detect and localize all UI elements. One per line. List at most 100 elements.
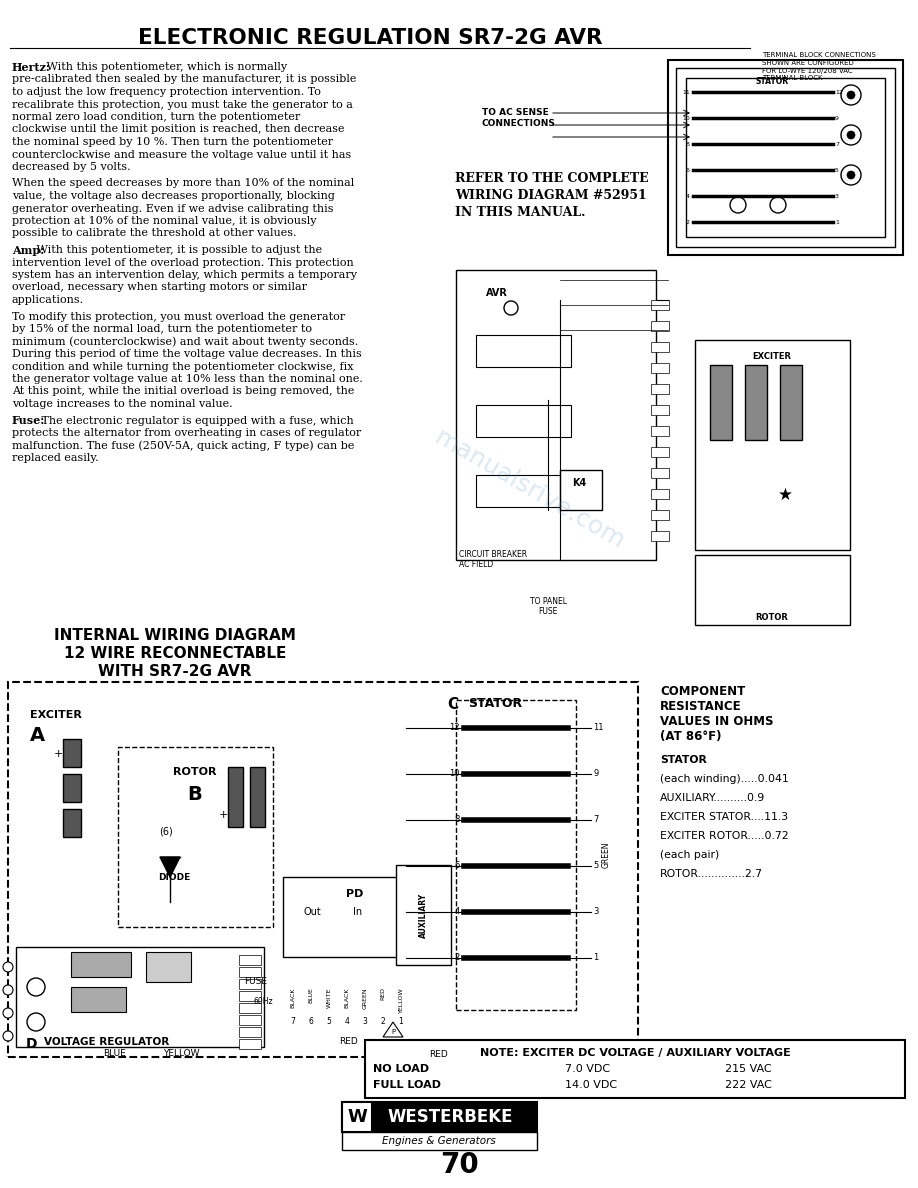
Text: WITH SR7-2G AVR: WITH SR7-2G AVR bbox=[98, 664, 252, 680]
Text: VOLTAGE REGULATOR: VOLTAGE REGULATOR bbox=[44, 1037, 169, 1047]
Text: malfunction. The fuse (250V-5A, quick acting, F type) can be: malfunction. The fuse (250V-5A, quick ac… bbox=[12, 441, 354, 451]
Text: At this point, while the initial overload is being removed, the: At this point, while the initial overloa… bbox=[12, 386, 354, 397]
Bar bbox=[146, 952, 191, 982]
Text: Hertz:: Hertz: bbox=[12, 62, 50, 72]
Text: by 15% of the normal load, turn the potentiometer to: by 15% of the normal load, turn the pote… bbox=[12, 324, 312, 334]
Bar bbox=[239, 1040, 261, 1049]
Bar bbox=[780, 365, 802, 440]
Text: RED: RED bbox=[429, 1050, 447, 1059]
Text: 12 WIRE RECONNECTABLE: 12 WIRE RECONNECTABLE bbox=[64, 646, 286, 661]
Bar bbox=[71, 987, 126, 1012]
Text: To modify this protection, you must overload the generator: To modify this protection, you must over… bbox=[12, 311, 345, 322]
Bar bbox=[651, 342, 669, 352]
Circle shape bbox=[3, 962, 13, 972]
Bar bbox=[651, 405, 669, 415]
Bar bbox=[686, 78, 885, 236]
Text: 215 VAC: 215 VAC bbox=[725, 1064, 772, 1074]
Text: AUXILIARY: AUXILIARY bbox=[419, 892, 428, 937]
Text: minimum (counterclockwise) and wait about twenty seconds.: minimum (counterclockwise) and wait abou… bbox=[12, 336, 358, 347]
Text: Out: Out bbox=[303, 906, 320, 917]
Text: 10: 10 bbox=[682, 115, 690, 120]
Text: 7: 7 bbox=[593, 815, 599, 824]
Bar bbox=[63, 809, 81, 838]
Circle shape bbox=[841, 125, 861, 145]
Text: +: + bbox=[53, 748, 62, 759]
Text: +: + bbox=[218, 810, 228, 820]
Text: 2: 2 bbox=[686, 220, 690, 225]
Bar bbox=[228, 767, 243, 827]
Text: 7.0 VDC: 7.0 VDC bbox=[565, 1064, 610, 1074]
Text: BLUE: BLUE bbox=[308, 987, 314, 1003]
Text: (AT 86°F): (AT 86°F) bbox=[660, 729, 722, 742]
Bar bbox=[668, 61, 903, 255]
Text: During this period of time the voltage value decreases. In this: During this period of time the voltage v… bbox=[12, 349, 362, 359]
Bar bbox=[651, 468, 669, 478]
Text: EXCITER: EXCITER bbox=[753, 352, 791, 361]
Text: AUXILIARY..........0.9: AUXILIARY..........0.9 bbox=[660, 794, 766, 803]
Text: recalibrate this protection, you must take the generator to a: recalibrate this protection, you must ta… bbox=[12, 100, 353, 109]
Text: STATOR: STATOR bbox=[660, 756, 707, 765]
Text: In: In bbox=[353, 906, 362, 917]
Bar bbox=[651, 489, 669, 499]
Text: RESISTANCE: RESISTANCE bbox=[660, 700, 742, 713]
Text: 9: 9 bbox=[835, 115, 839, 120]
Text: 3: 3 bbox=[593, 908, 599, 916]
Text: 60Hz: 60Hz bbox=[254, 998, 274, 1006]
Text: VALUES IN OHMS: VALUES IN OHMS bbox=[660, 715, 774, 728]
Bar bbox=[239, 991, 261, 1001]
Bar bbox=[16, 947, 264, 1047]
Circle shape bbox=[847, 171, 855, 179]
Bar bbox=[560, 470, 602, 510]
Text: 6: 6 bbox=[686, 168, 690, 172]
Circle shape bbox=[847, 91, 855, 99]
Bar bbox=[342, 1102, 372, 1132]
Text: REFER TO THE COMPLETE
WIRING DIAGRAM #52951
IN THIS MANUAL.: REFER TO THE COMPLETE WIRING DIAGRAM #52… bbox=[455, 172, 649, 219]
Bar bbox=[651, 384, 669, 394]
Text: INTERNAL WIRING DIAGRAM: INTERNAL WIRING DIAGRAM bbox=[54, 628, 296, 643]
Text: BLACK: BLACK bbox=[290, 987, 296, 1007]
Text: RED: RED bbox=[380, 987, 386, 1000]
Circle shape bbox=[730, 197, 746, 213]
Text: ROTOR..............2.7: ROTOR..............2.7 bbox=[660, 868, 763, 879]
Text: ROTOR: ROTOR bbox=[174, 767, 217, 777]
Text: WESTERBEKE: WESTERBEKE bbox=[387, 1108, 512, 1126]
Text: 8: 8 bbox=[454, 815, 460, 824]
Text: (each pair): (each pair) bbox=[660, 849, 719, 860]
Text: 7: 7 bbox=[291, 1017, 296, 1026]
Bar bbox=[745, 365, 767, 440]
Text: EXCITER: EXCITER bbox=[30, 710, 82, 720]
Text: BLUE: BLUE bbox=[103, 1049, 126, 1059]
Circle shape bbox=[770, 197, 786, 213]
Text: 11: 11 bbox=[682, 89, 690, 95]
Text: Fuse:: Fuse: bbox=[12, 416, 45, 426]
Bar bbox=[71, 952, 131, 977]
Text: A: A bbox=[30, 726, 45, 745]
Bar bbox=[239, 1003, 261, 1013]
Circle shape bbox=[3, 985, 13, 996]
Circle shape bbox=[841, 86, 861, 105]
Text: TERMINAL BLOCK CONNECTIONS
SHOWN ARE CONFIGURED
FOR LO-WYE 120/208 VAC
TERMINAL : TERMINAL BLOCK CONNECTIONS SHOWN ARE CON… bbox=[762, 52, 876, 81]
Text: 1: 1 bbox=[835, 220, 839, 225]
Bar bbox=[342, 1102, 537, 1132]
Bar bbox=[342, 1132, 537, 1150]
Text: 10: 10 bbox=[450, 770, 460, 778]
Bar bbox=[239, 955, 261, 965]
Text: 9: 9 bbox=[593, 770, 599, 778]
Text: the generator voltage value at 10% less than the nominal one.: the generator voltage value at 10% less … bbox=[12, 374, 363, 384]
Text: DIODE: DIODE bbox=[158, 872, 190, 881]
Text: CIRCUIT BREAKER
AC FIELD: CIRCUIT BREAKER AC FIELD bbox=[459, 550, 527, 569]
Text: ROTOR: ROTOR bbox=[756, 613, 789, 623]
Text: 8: 8 bbox=[686, 141, 690, 146]
Text: PD: PD bbox=[346, 889, 364, 899]
Text: BLACK: BLACK bbox=[344, 987, 350, 1007]
Text: 11: 11 bbox=[593, 723, 603, 733]
Text: K4: K4 bbox=[572, 478, 587, 488]
Text: When the speed decreases by more than 10% of the nominal: When the speed decreases by more than 10… bbox=[12, 178, 354, 189]
Bar bbox=[476, 405, 571, 437]
Text: EXCITER STATOR....11.3: EXCITER STATOR....11.3 bbox=[660, 813, 789, 822]
Text: protection at 10% of the nominal value, it is obviously: protection at 10% of the nominal value, … bbox=[12, 216, 317, 226]
Text: RED: RED bbox=[339, 1037, 357, 1045]
Bar bbox=[239, 979, 261, 988]
Bar bbox=[396, 865, 451, 965]
Text: 222 VAC: 222 VAC bbox=[725, 1080, 772, 1091]
